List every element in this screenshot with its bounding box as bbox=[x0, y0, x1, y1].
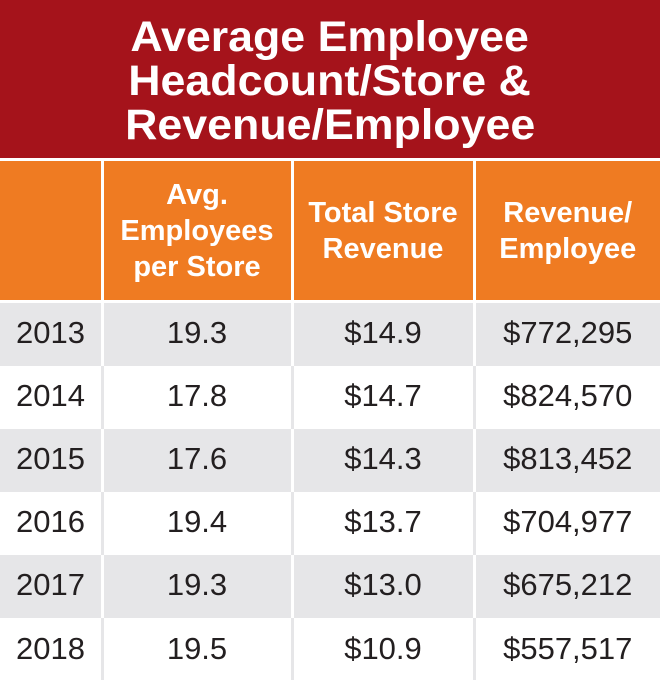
cell-avg-employees: 19.4 bbox=[100, 489, 292, 554]
cell-revenue-per-employee: $772,295 bbox=[472, 300, 660, 365]
cell-revenue-per-employee: $704,977 bbox=[472, 489, 660, 554]
header-avg-employees: Avg. Employees per Store bbox=[100, 158, 292, 302]
table-row: 2013 19.3 $14.9 $772,295 bbox=[0, 300, 660, 365]
header-avg-employees-line-3: per Store bbox=[133, 250, 261, 283]
data-table: Avg. Employees per Store Total Store Rev… bbox=[0, 158, 660, 680]
header-total-store-revenue: Total Store Revenue bbox=[290, 158, 474, 302]
cell-total-store-revenue: $13.0 bbox=[290, 552, 474, 617]
table-row: 2016 19.4 $13.7 $704,977 bbox=[0, 489, 660, 554]
header-total-store-revenue-line-1: Total Store bbox=[308, 196, 458, 229]
title-line-3: Revenue/Employee bbox=[124, 101, 536, 149]
header-row: Avg. Employees per Store Total Store Rev… bbox=[0, 158, 660, 302]
cell-year: 2013 bbox=[0, 300, 102, 365]
header-year bbox=[0, 158, 102, 302]
header-revenue-per-employee-line-1: Revenue/ bbox=[503, 196, 633, 229]
table-row: 2015 17.6 $14.3 $813,452 bbox=[0, 426, 660, 491]
title-line-1: Average Employee bbox=[130, 13, 530, 61]
cell-avg-employees: 19.5 bbox=[100, 615, 292, 680]
cell-total-store-revenue: $14.7 bbox=[290, 363, 474, 428]
cell-revenue-per-employee: $813,452 bbox=[472, 426, 660, 491]
title-line-2: Headcount/Store & bbox=[128, 57, 532, 105]
cell-total-store-revenue: $14.9 bbox=[290, 300, 474, 365]
cell-avg-employees: 19.3 bbox=[100, 300, 292, 365]
cell-year: 2018 bbox=[0, 615, 102, 680]
header-avg-employees-line-2: Employees bbox=[120, 214, 274, 247]
table-row: 2018 19.5 $10.9 $557,517 bbox=[0, 615, 660, 680]
cell-avg-employees: 19.3 bbox=[100, 552, 292, 617]
cell-year: 2017 bbox=[0, 552, 102, 617]
header-avg-employees-line-1: Avg. bbox=[166, 178, 228, 211]
cell-total-store-revenue: $13.7 bbox=[290, 489, 474, 554]
cell-revenue-per-employee: $824,570 bbox=[472, 363, 660, 428]
title-banner: Average Employee Headcount/Store & Reven… bbox=[0, 0, 660, 158]
table-row: 2014 17.8 $14.7 $824,570 bbox=[0, 363, 660, 428]
header-total-store-revenue-line-2: Revenue bbox=[322, 232, 444, 265]
cell-total-store-revenue: $10.9 bbox=[290, 615, 474, 680]
cell-year: 2015 bbox=[0, 426, 102, 491]
table-row: 2017 19.3 $13.0 $675,212 bbox=[0, 552, 660, 617]
header-revenue-per-employee: Revenue/ Employee bbox=[472, 158, 660, 302]
cell-total-store-revenue: $14.3 bbox=[290, 426, 474, 491]
cell-revenue-per-employee: $675,212 bbox=[472, 552, 660, 617]
cell-avg-employees: 17.6 bbox=[100, 426, 292, 491]
cell-year: 2014 bbox=[0, 363, 102, 428]
header-revenue-per-employee-line-2: Employee bbox=[499, 232, 637, 265]
cell-avg-employees: 17.8 bbox=[100, 363, 292, 428]
cell-year: 2016 bbox=[0, 489, 102, 554]
cell-revenue-per-employee: $557,517 bbox=[472, 615, 660, 680]
